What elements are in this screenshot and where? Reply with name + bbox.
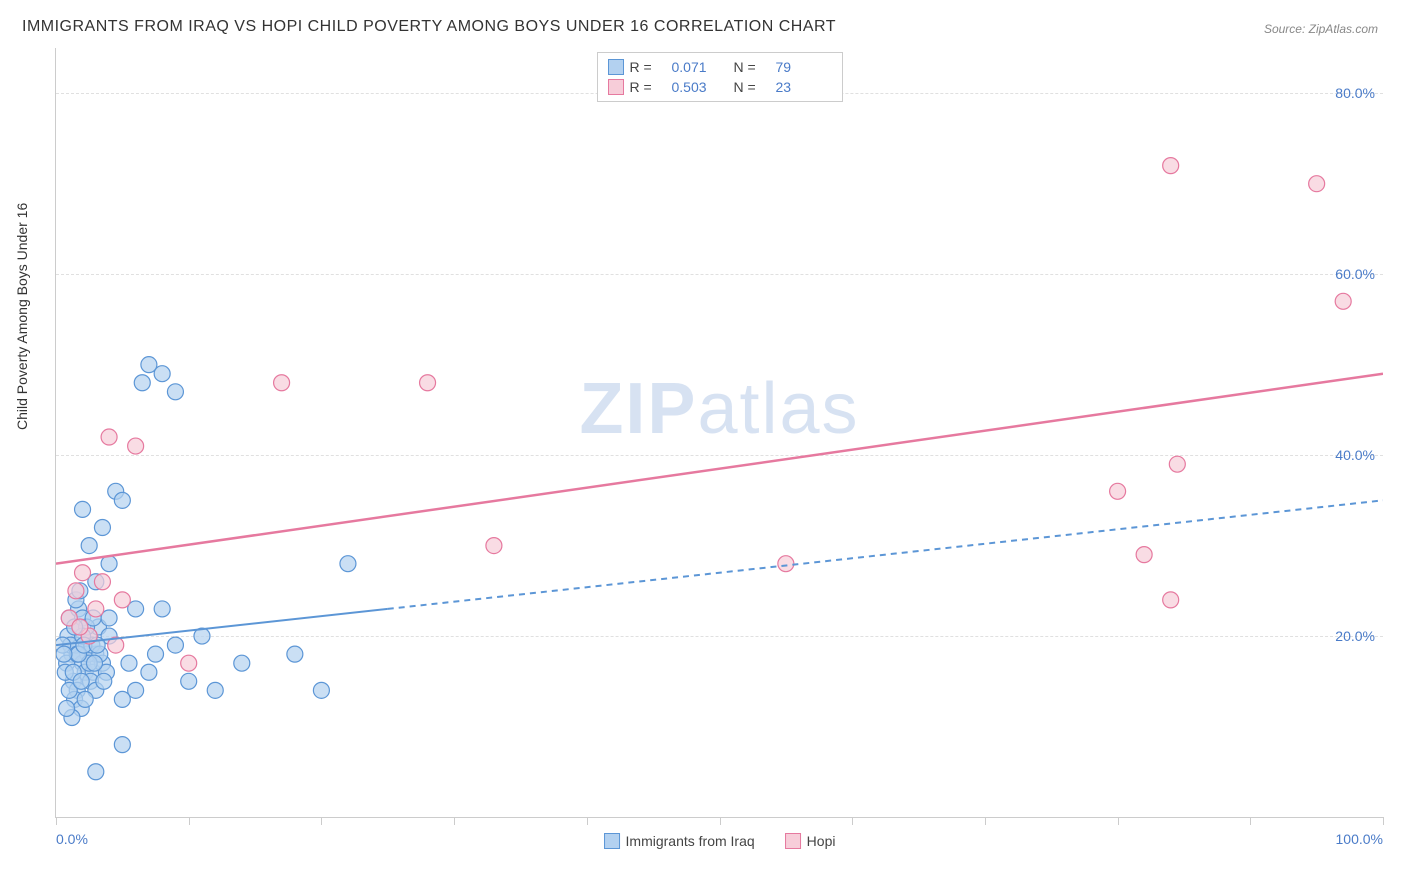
data-point: [1136, 547, 1152, 563]
data-point: [1163, 592, 1179, 608]
data-point: [86, 655, 102, 671]
data-point: [75, 501, 91, 517]
data-point: [77, 691, 93, 707]
data-point: [73, 673, 89, 689]
data-point: [313, 682, 329, 698]
data-point: [167, 384, 183, 400]
data-point: [778, 556, 794, 572]
xtick: [852, 817, 853, 825]
data-point: [1169, 456, 1185, 472]
plot-area: ZIPatlas 20.0%40.0%60.0%80.0% 0.0% 100.0…: [55, 48, 1383, 818]
data-point: [101, 429, 117, 445]
data-point: [68, 583, 84, 599]
legend-n-value-0: 79: [776, 59, 832, 75]
data-point: [134, 375, 150, 391]
legend-item-0: Immigrants from Iraq: [604, 833, 755, 849]
legend-item-1: Hopi: [785, 833, 836, 849]
data-point: [148, 646, 164, 662]
data-point: [72, 619, 88, 635]
data-point: [114, 592, 130, 608]
scatter-svg: [56, 48, 1383, 817]
data-point: [81, 538, 97, 554]
legend-n-label-0: N =: [734, 59, 770, 75]
legend-swatch-bottom-1: [785, 833, 801, 849]
legend-r-label-1: R =: [630, 79, 666, 95]
data-point: [128, 682, 144, 698]
data-point: [114, 737, 130, 753]
legend-n-label-1: N =: [734, 79, 770, 95]
legend-n-value-1: 23: [776, 79, 832, 95]
xtick: [1250, 817, 1251, 825]
xtick: [321, 817, 322, 825]
data-point: [1110, 483, 1126, 499]
xtick: [56, 817, 57, 825]
legend-r-value-1: 0.503: [672, 79, 728, 95]
chart-title: IMMIGRANTS FROM IRAQ VS HOPI CHILD POVER…: [22, 18, 836, 36]
data-point: [56, 646, 72, 662]
data-point: [128, 438, 144, 454]
data-point: [75, 565, 91, 581]
data-point: [167, 637, 183, 653]
source-label: Source:: [1264, 22, 1305, 36]
legend-swatch-1: [608, 79, 624, 95]
trend-line-dashed: [388, 500, 1383, 609]
data-point: [486, 538, 502, 554]
data-point: [1309, 176, 1325, 192]
xtick: [1383, 817, 1384, 825]
data-point: [340, 556, 356, 572]
data-point: [1163, 158, 1179, 174]
legend-swatch-0: [608, 59, 624, 75]
data-point: [287, 646, 303, 662]
legend-r-value-0: 0.071: [672, 59, 728, 75]
source-attribution: Source: ZipAtlas.com: [1264, 22, 1378, 36]
data-point: [154, 601, 170, 617]
data-point: [141, 664, 157, 680]
legend-correlation-box: R = 0.071 N = 79 R = 0.503 N = 23: [597, 52, 843, 102]
legend-swatch-bottom-0: [604, 833, 620, 849]
y-axis-label: Child Poverty Among Boys Under 16: [14, 203, 30, 430]
data-point: [274, 375, 290, 391]
data-point: [114, 492, 130, 508]
x-axis-min-label: 0.0%: [56, 831, 88, 847]
xtick: [189, 817, 190, 825]
legend-row-series-1: R = 0.503 N = 23: [608, 77, 832, 97]
data-point: [207, 682, 223, 698]
xtick: [720, 817, 721, 825]
legend-name-0: Immigrants from Iraq: [626, 833, 755, 849]
data-point: [234, 655, 250, 671]
data-point: [88, 601, 104, 617]
data-point: [181, 673, 197, 689]
source-value: ZipAtlas.com: [1309, 22, 1378, 36]
data-point: [181, 655, 197, 671]
xtick: [587, 817, 588, 825]
data-point: [59, 700, 75, 716]
data-point: [94, 574, 110, 590]
data-point: [94, 519, 110, 535]
legend-r-label-0: R =: [630, 59, 666, 75]
xtick: [985, 817, 986, 825]
data-point: [88, 764, 104, 780]
data-point: [141, 357, 157, 373]
legend-series-names: Immigrants from Iraq Hopi: [604, 833, 836, 849]
xtick: [454, 817, 455, 825]
data-point: [96, 673, 112, 689]
data-point: [121, 655, 137, 671]
legend-name-1: Hopi: [807, 833, 836, 849]
xtick: [1118, 817, 1119, 825]
x-axis-max-label: 100.0%: [1336, 831, 1383, 847]
legend-row-series-0: R = 0.071 N = 79: [608, 57, 832, 77]
data-point: [1335, 293, 1351, 309]
data-point: [420, 375, 436, 391]
